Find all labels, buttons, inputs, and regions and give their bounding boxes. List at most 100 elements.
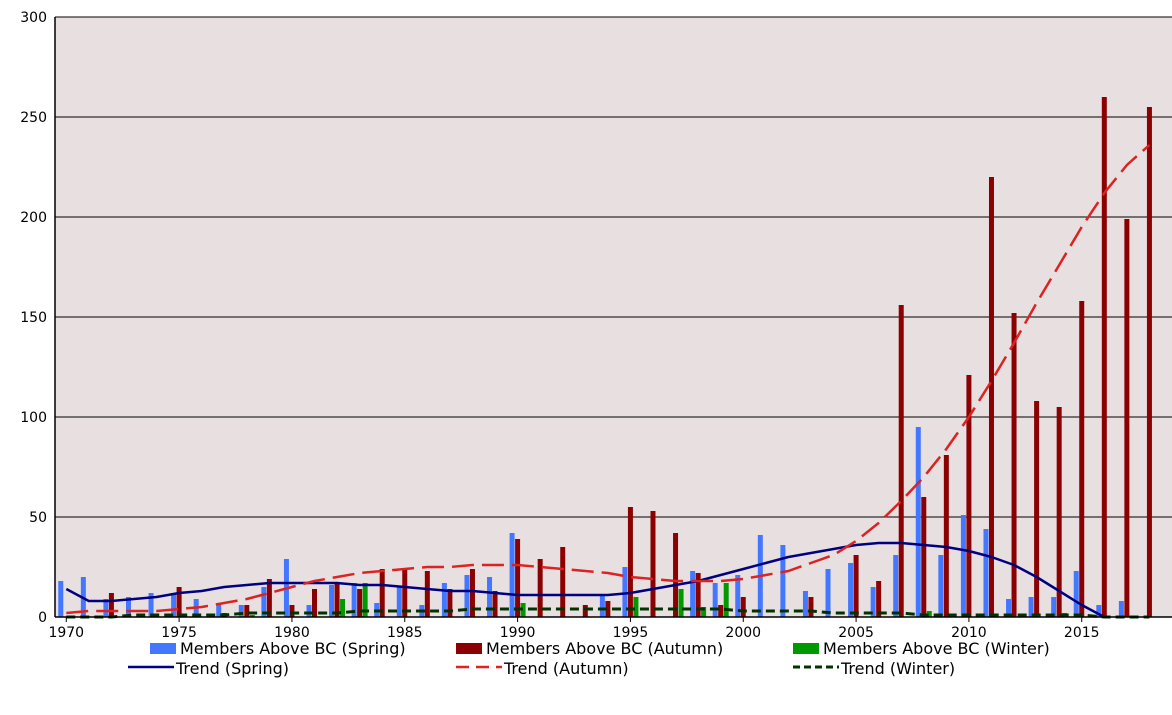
bar-autumn	[108, 593, 114, 617]
bar-spring	[599, 595, 605, 617]
bar-spring	[216, 603, 222, 617]
bar-spring	[915, 427, 921, 617]
trend-lines	[65, 144, 1151, 619]
bar-autumn	[1146, 107, 1152, 617]
bar-autumn	[966, 375, 972, 617]
legend-swatch-bar-winter	[793, 643, 819, 654]
bar-spring	[396, 587, 402, 617]
bar-autumn	[673, 533, 679, 617]
bar-spring	[825, 569, 831, 617]
bar-spring	[125, 597, 131, 617]
bar-autumn	[650, 511, 656, 617]
y-tick-labels: 0 50 100 150 200 250 300	[20, 10, 47, 626]
bar-winter	[926, 611, 932, 617]
x-tick-label: 1970	[48, 625, 84, 641]
bar-spring	[1051, 597, 1057, 617]
axes	[54, 17, 1172, 622]
bar-spring	[261, 587, 267, 617]
bar-winter	[701, 607, 707, 617]
bar-autumn	[1101, 97, 1107, 617]
bar-spring	[464, 575, 470, 617]
bar-spring	[712, 583, 718, 617]
bar-autumn	[898, 305, 904, 617]
bar-autumn	[1124, 219, 1130, 617]
y-tick-label: 150	[20, 310, 47, 326]
x-tick-label: 1990	[500, 625, 536, 641]
x-tick-labels: 1970 1975 1980 1985 1990 1995 2000 2005 2010 2015	[48, 625, 1099, 641]
bar-winter	[249, 615, 255, 617]
bar-spring	[509, 533, 515, 617]
bar-autumn	[312, 589, 318, 617]
bar-autumn	[334, 583, 340, 617]
bar-autumn	[447, 589, 453, 617]
x-tick-label: 1985	[387, 625, 423, 641]
bar-spring	[1028, 597, 1034, 617]
bar-spring	[893, 555, 899, 617]
legend-label: Members Above BC (Autumn)	[486, 639, 723, 658]
y-tick-label: 0	[38, 610, 47, 626]
bar-autumn	[244, 605, 250, 617]
bar-spring	[622, 567, 628, 617]
bar-spring	[1096, 605, 1102, 617]
bar-autumn	[695, 573, 701, 617]
bar-autumn	[176, 587, 182, 617]
legend-swatch-bar-spring	[150, 643, 176, 654]
bar-autumn	[1011, 313, 1017, 617]
bar-winter	[520, 603, 526, 617]
legend-label: Trend (Autumn)	[503, 659, 629, 678]
bar-autumn	[560, 547, 566, 617]
bar-autumn	[469, 569, 475, 617]
y-tick-label: 100	[20, 410, 47, 426]
bar-autumn	[876, 581, 882, 617]
y-tick-label: 300	[20, 10, 47, 26]
bar-autumn	[424, 571, 430, 617]
legend: Members Above BC (Spring) Members Above B…	[128, 639, 1050, 678]
bar-autumn	[943, 455, 949, 617]
bar-spring	[171, 593, 177, 617]
bar-autumn	[515, 539, 521, 617]
trend-line-autumn	[66, 144, 1151, 615]
trend-line-spring	[65, 541, 1105, 619]
bar-spring	[802, 591, 808, 617]
bar-winter	[678, 589, 684, 617]
legend-label: Trend (Spring)	[175, 659, 289, 678]
bar-spring	[329, 585, 335, 617]
bar-autumn	[988, 177, 994, 617]
bar-autumn	[357, 589, 363, 617]
bar-autumn	[1079, 301, 1085, 617]
bar-spring	[870, 587, 876, 617]
bar-spring	[148, 593, 154, 617]
bar-autumn	[289, 605, 295, 617]
bar-spring	[487, 577, 493, 617]
bar-spring	[103, 599, 109, 617]
bar-spring	[306, 605, 312, 617]
bar-autumn	[266, 579, 272, 617]
x-tick-label: 2000	[725, 625, 761, 641]
bar-spring	[938, 555, 944, 617]
x-tick-label: 2005	[838, 625, 874, 641]
y-tick-label: 50	[29, 510, 47, 526]
bar-spring	[351, 583, 357, 617]
bar-autumn	[921, 497, 927, 617]
legend-label: Trend (Winter)	[840, 659, 955, 678]
bar-autumn	[605, 601, 611, 617]
bar-autumn	[379, 569, 385, 617]
bar-autumn	[582, 605, 588, 617]
bar-winter	[633, 597, 639, 617]
legend-label: Members Above BC (Spring)	[180, 639, 406, 658]
bar-spring	[238, 605, 244, 617]
bar-winter	[340, 599, 346, 617]
bar-spring	[1118, 601, 1124, 617]
bar-spring	[960, 515, 966, 617]
bar-autumn	[402, 569, 408, 617]
bar-autumn	[627, 507, 633, 617]
bar-spring	[735, 575, 741, 617]
bar-winter	[362, 583, 368, 617]
x-tick-label: 2015	[1064, 625, 1100, 641]
bar-spring	[58, 581, 64, 617]
legend-swatch-bar-autumn	[456, 643, 482, 654]
x-tick-label: 1975	[161, 625, 197, 641]
bar-spring	[983, 529, 989, 617]
grid-lines	[55, 16, 1172, 518]
y-tick-label: 200	[20, 210, 47, 226]
